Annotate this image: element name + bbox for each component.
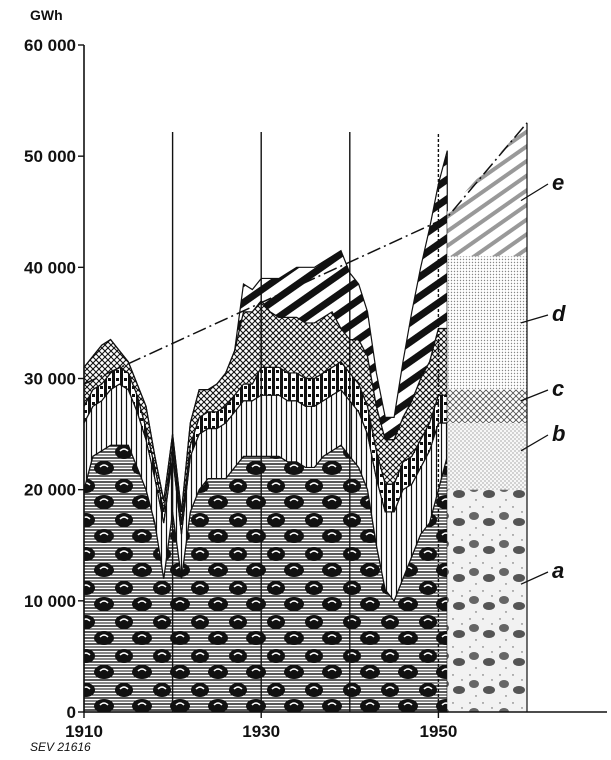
y-tick-label: 10 000 — [24, 592, 76, 611]
leader-line-d — [520, 314, 549, 324]
projection-band-e — [447, 122, 527, 257]
projection-band-d — [447, 256, 527, 390]
x-tick-label: 1930 — [242, 722, 280, 741]
leader-line-a — [520, 571, 549, 585]
y-tick-label: 20 000 — [24, 481, 76, 500]
band-label-d: d — [552, 301, 566, 326]
trend-line — [83, 122, 528, 385]
band-a-texture — [84, 445, 448, 712]
band-label-e: e — [552, 170, 564, 195]
band-label-c: c — [552, 376, 564, 401]
overlay-lines — [83, 122, 528, 712]
projection-band-a — [447, 489, 527, 712]
axes — [78, 44, 607, 718]
band-label-b: b — [552, 421, 565, 446]
y-tick-label: 0 — [67, 703, 76, 722]
y-tick-label: 40 000 — [24, 258, 76, 277]
leader-line-b — [520, 434, 549, 452]
projection-band-c — [447, 389, 527, 423]
x-tick-label: 1910 — [65, 722, 103, 741]
reference-number: SEV 21616 — [30, 740, 91, 754]
leader-line-e — [520, 183, 549, 202]
labels: 0 10 000 20 000 30 000 40 000 50 000 60 000 191… — [24, 7, 566, 754]
band-label-a: a — [552, 558, 564, 583]
y-tick-label: 30 000 — [24, 370, 76, 389]
x-tick-label: 1950 — [419, 722, 457, 741]
y-tick-label: 50 000 — [24, 147, 76, 166]
projection-bands — [447, 122, 528, 712]
stacked-bands — [83, 150, 448, 713]
leader-line-c — [520, 389, 549, 402]
y-tick-label: 60 000 — [24, 36, 76, 55]
projection-band-b — [447, 422, 527, 490]
y-unit-label: GWh — [30, 7, 63, 23]
